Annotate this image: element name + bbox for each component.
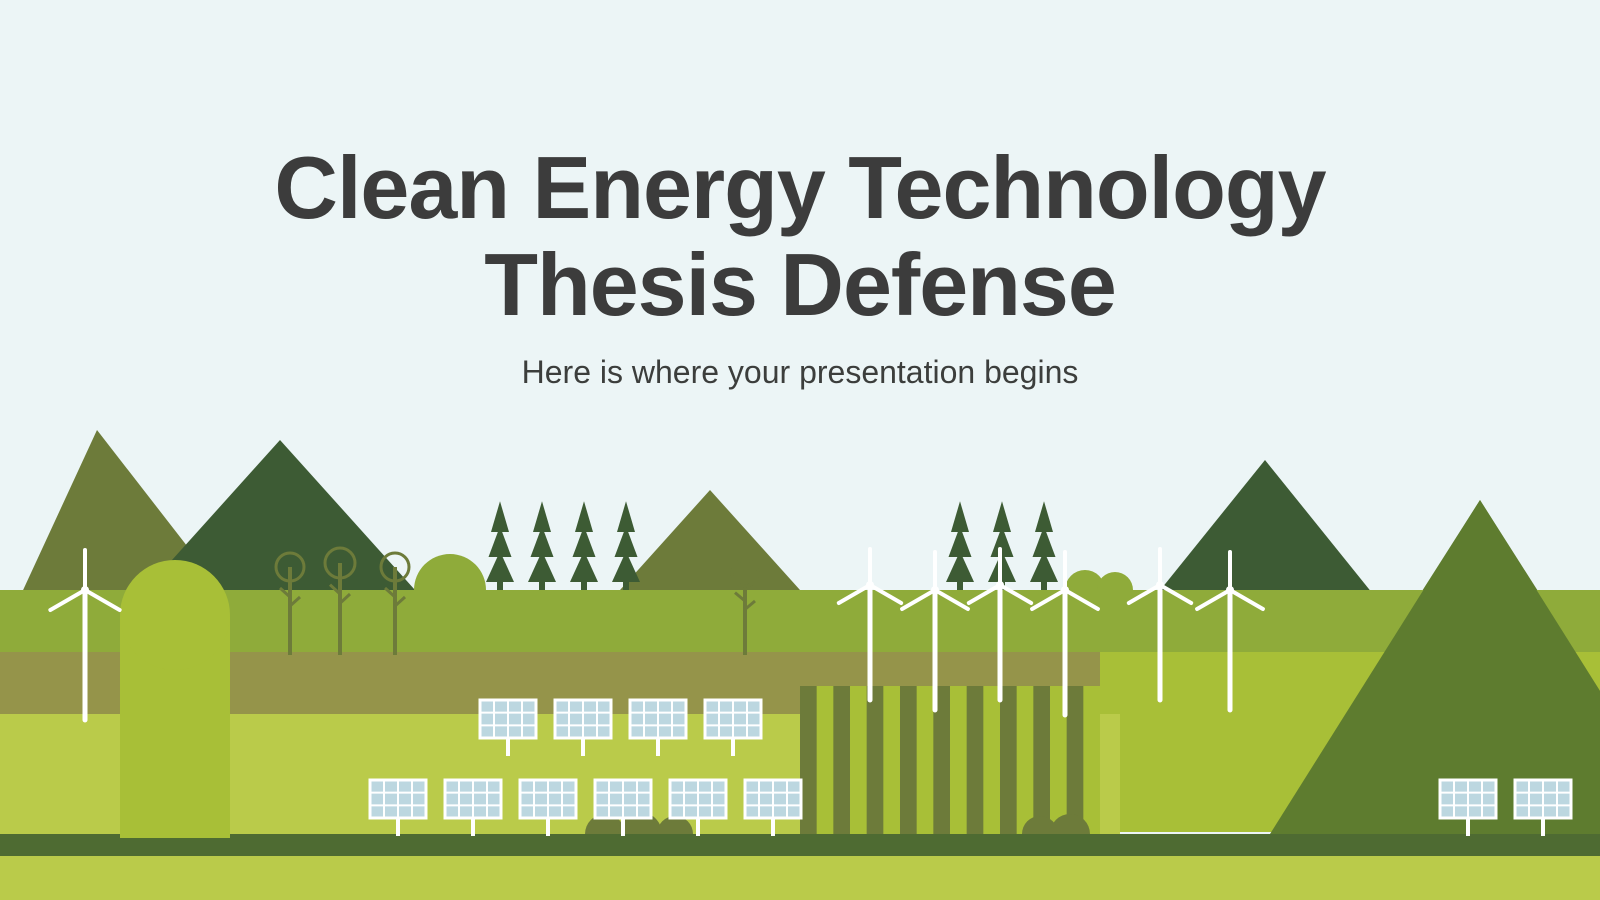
- title-line-1: Clean Energy Technology: [274, 138, 1325, 237]
- title-line-2: Thesis Defense: [484, 235, 1116, 334]
- illustration: [0, 0, 1600, 900]
- slide: Clean Energy Technology Thesis Defense H…: [0, 0, 1600, 900]
- slide-title: Clean Energy Technology Thesis Defense: [0, 140, 1600, 334]
- slide-subtitle: Here is where your presentation begins: [0, 354, 1600, 391]
